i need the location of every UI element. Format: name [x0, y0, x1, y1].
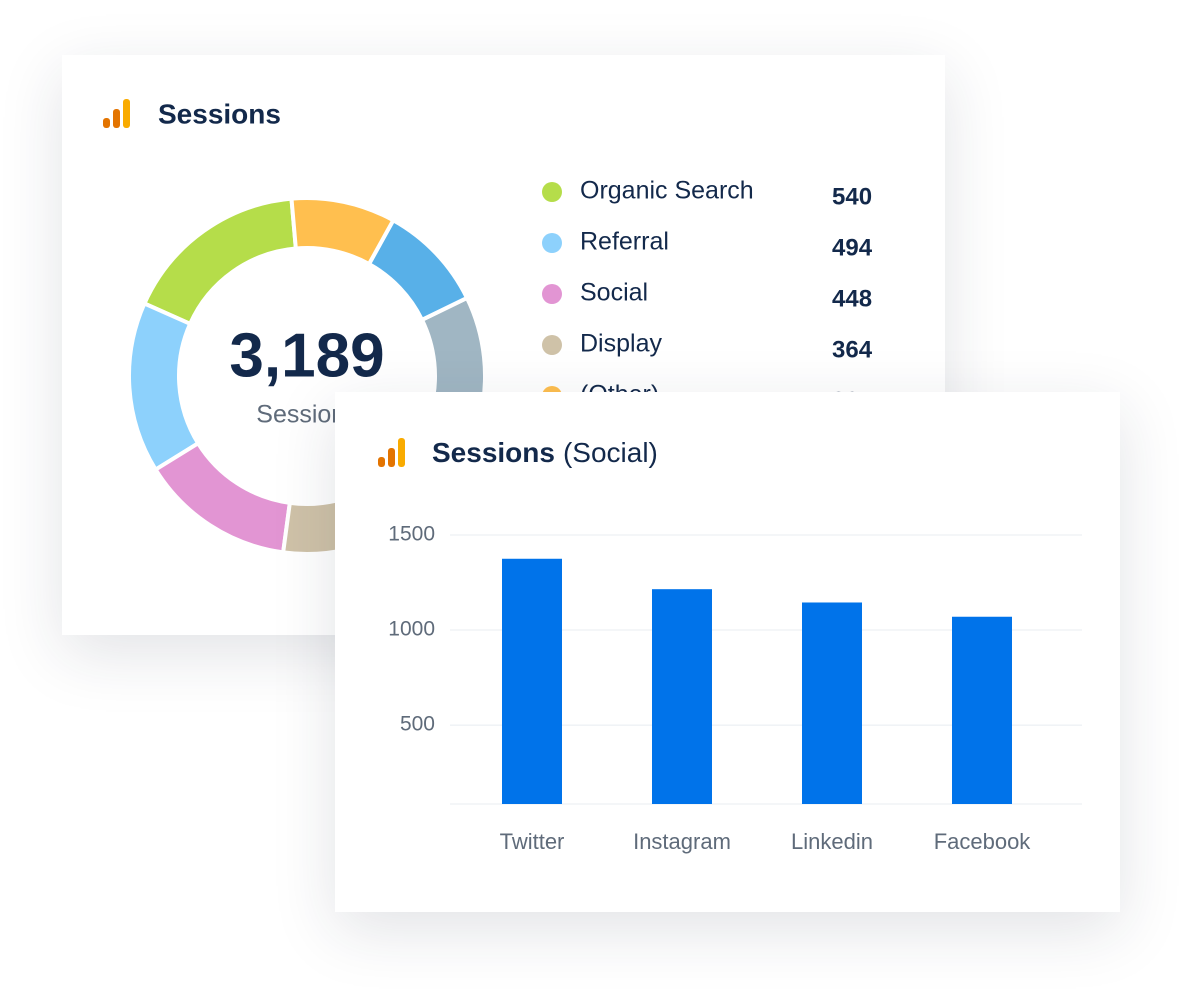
y-tick-label: 1500 [388, 523, 435, 546]
social-sessions-card: Sessions (Social) 500 1000 1500 Twitter Insta… [335, 392, 1120, 912]
y-tick-label: 500 [400, 713, 435, 736]
legend-label: Social [580, 279, 648, 307]
bar [802, 602, 862, 804]
subtitle: (Social) [563, 437, 658, 468]
legend-dot [542, 284, 562, 304]
legend-value: 540 [832, 183, 872, 210]
analytics-icon [378, 438, 405, 467]
bar [502, 558, 562, 804]
legend-dot [542, 233, 562, 253]
donut-slice [152, 440, 293, 555]
legend-value: 494 [832, 234, 873, 261]
x-tick-label: Instagram [633, 829, 731, 854]
total-value: 3,189 [229, 321, 384, 390]
card-title: Sessions (Social) [432, 437, 658, 468]
x-tick-label: Facebook [934, 829, 1032, 854]
bar [652, 589, 712, 804]
card-title: Sessions [158, 98, 281, 129]
x-tick-label: Twitter [500, 829, 565, 854]
title: Sessions [432, 437, 555, 468]
y-tick-label: 1000 [388, 618, 435, 641]
legend-dot [542, 182, 562, 202]
donut-slice [289, 196, 396, 267]
donut-slice [127, 300, 201, 473]
donut-slice [141, 196, 299, 327]
analytics-icon [103, 99, 130, 128]
legend-value: 364 [832, 336, 873, 363]
legend-value: 448 [832, 285, 872, 312]
legend-label: Referral [580, 228, 669, 256]
legend-dot [542, 335, 562, 355]
legend-label: Display [580, 330, 662, 358]
bar [952, 616, 1012, 804]
legend-label: Organic Search [580, 177, 754, 205]
bar-chart: Sessions (Social) 500 1000 1500 Twitter Insta… [378, 437, 1082, 854]
x-tick-label: Linkedin [791, 829, 873, 854]
